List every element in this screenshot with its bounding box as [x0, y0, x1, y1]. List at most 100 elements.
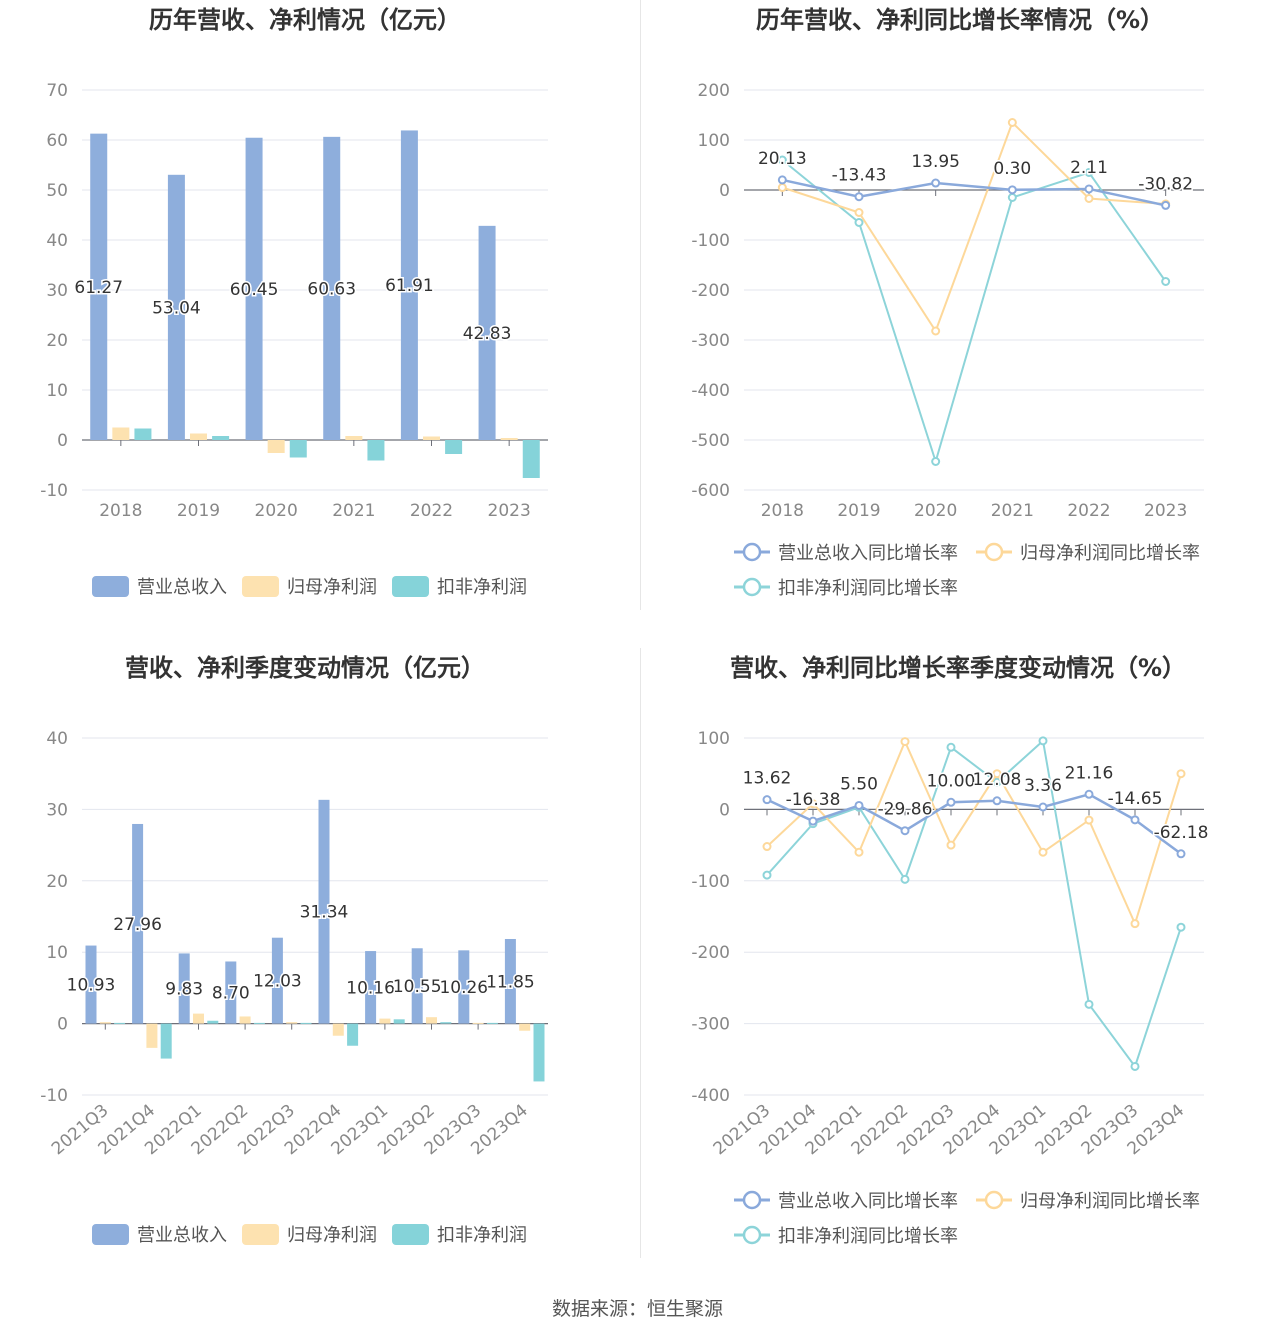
series-point	[1084, 815, 1094, 825]
series-point	[1084, 194, 1094, 203]
bar	[472, 1022, 484, 1024]
y-tick-label: -100	[691, 231, 730, 251]
bar-data-label: 53.04	[152, 298, 201, 318]
series-point	[1130, 1061, 1140, 1071]
bar	[245, 137, 263, 440]
legend-marker	[742, 1190, 762, 1210]
y-tick-label: 100	[698, 131, 730, 151]
series-point	[900, 874, 910, 884]
series-point	[931, 178, 941, 188]
series-point	[1084, 184, 1094, 194]
line-data-label: 3.36	[1024, 776, 1062, 796]
chart-root: 营收、净利同比增长率季度变动情况（%） -400 -300 -200 -100 0 100 2…	[691, 654, 1210, 1247]
series-line	[782, 120, 1166, 334]
y-tick-label: 200	[698, 81, 730, 101]
bar	[411, 948, 423, 1024]
bar	[300, 1022, 312, 1024]
chart-svg: 历年营收、净利情况（亿元） -10 0 10 20 30 40 50 60 70 2018 2019 2…	[40, 6, 548, 598]
bar	[90, 133, 108, 440]
chart-title: 营收、净利同比增长率季度变动情况（%）	[730, 654, 1186, 682]
legend-marker	[742, 542, 762, 562]
line-data-label: -30.82	[1138, 174, 1193, 194]
bar	[318, 799, 330, 1024]
y-tick-label: -200	[691, 281, 730, 301]
bar-data-label: 8.70	[212, 984, 250, 1004]
x-tick-label: 2022	[1067, 501, 1110, 521]
y-tick-label: 0	[719, 800, 730, 820]
panel-divider-bottom	[640, 648, 641, 1258]
y-tick-label: 20	[46, 331, 68, 351]
y-tick-label: 40	[46, 729, 68, 749]
line-data-label: 20.13	[758, 149, 807, 169]
bar	[271, 937, 283, 1024]
bar	[500, 438, 518, 440]
legend-item: 归母净利润同比增长率	[976, 1190, 1200, 1212]
bar	[253, 1022, 265, 1024]
line-data-label: 13.95	[911, 152, 960, 172]
legend-label: 归母净利润同比增长率	[1020, 1191, 1200, 1212]
bar-data-label: 31.34	[300, 903, 349, 923]
series-point	[992, 769, 1002, 779]
bar	[286, 1022, 298, 1024]
series-point	[1176, 769, 1186, 779]
legend-item: 营业总收入同比增长率	[734, 542, 958, 564]
series-point	[931, 457, 941, 466]
series-point	[854, 208, 864, 217]
series-point	[1038, 847, 1048, 857]
series-point	[762, 795, 772, 805]
chart-title: 历年营收、净利同比增长率情况（%）	[756, 6, 1164, 34]
x-tick-label: 2018	[761, 501, 804, 521]
series-line	[782, 178, 1166, 207]
y-tick-label: -300	[691, 331, 730, 351]
legend-label: 扣非净利润	[437, 1225, 527, 1246]
y-tick-label: 10	[46, 381, 68, 401]
bar	[289, 440, 307, 458]
bar	[267, 440, 285, 453]
bar-data-label: 9.83	[165, 980, 203, 1000]
line-data-label: 5.50	[840, 774, 878, 794]
y-tick-label: 0	[57, 1015, 68, 1035]
series-point	[1130, 919, 1140, 929]
x-tick-label: 2019	[837, 501, 880, 521]
line-data-label: 0.30	[993, 159, 1031, 179]
bar	[367, 440, 385, 461]
series-point	[1161, 277, 1171, 286]
series-point	[854, 847, 864, 857]
bar	[345, 436, 363, 440]
line-data-label: 2.11	[1070, 158, 1108, 178]
y-tick-label: 30	[46, 800, 68, 820]
chart-svg: 营收、净利季度变动情况（亿元）-100102030402021Q32021Q42…	[40, 654, 548, 1246]
legend-label: 营业总收入同比增长率	[778, 543, 958, 564]
series-point	[1176, 922, 1186, 932]
chart-panel-quarterly-revenue-profit: 营收、净利季度变动情况（亿元） -10 0 10 20 30 40 2021Q3 2021Q4 2…	[0, 648, 640, 1288]
bar	[440, 1022, 452, 1024]
bar	[225, 961, 237, 1024]
bar	[212, 436, 230, 440]
bar-data-label: 60.45	[230, 280, 279, 300]
y-tick-label: -300	[691, 1015, 730, 1035]
bar-data-label: 10.26	[439, 978, 488, 998]
bar	[522, 440, 540, 478]
y-tick-label: -200	[691, 943, 730, 963]
x-tick-label: 2022	[410, 501, 453, 521]
chart-panel-annual-growth-rate: 历年营收、净利同比增长率情况（%） -600 -500 -400 -300 -200 -10…	[640, 0, 1275, 640]
series-point	[1176, 849, 1186, 859]
series-point	[900, 826, 910, 836]
bar	[393, 1019, 405, 1024]
bar	[146, 1023, 158, 1048]
bar	[239, 1016, 251, 1024]
legend-swatch	[242, 1224, 279, 1245]
legend-swatch	[92, 1224, 129, 1245]
legend-label: 营业总收入同比增长率	[778, 1191, 958, 1212]
bar	[426, 1017, 437, 1024]
bar	[193, 1013, 204, 1024]
legend-label: 营业总收入	[137, 1225, 227, 1246]
bar	[486, 1022, 498, 1024]
series-point	[777, 175, 787, 185]
y-tick-label: 0	[719, 181, 730, 201]
legend-item: 营业总收入	[92, 1224, 227, 1246]
bar-data-label: 11.85	[486, 972, 535, 992]
bar	[160, 1023, 172, 1059]
series-point	[931, 326, 941, 336]
legend-item: 归母净利润同比增长率	[976, 542, 1200, 564]
